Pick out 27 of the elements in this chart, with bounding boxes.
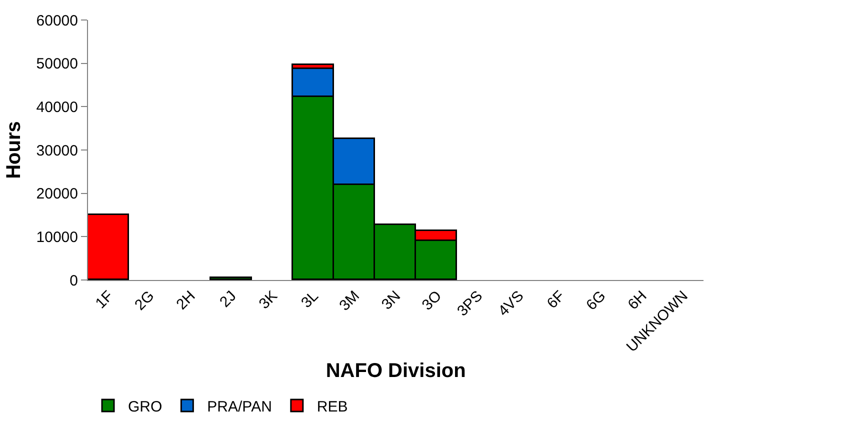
x-tick-label: 6G <box>583 288 610 314</box>
x-tick-label: 3PS <box>454 288 486 320</box>
y-tick-label: 60000 <box>36 12 78 30</box>
legend-label: PRA/PAN <box>207 398 272 416</box>
x-tick-label: 4VS <box>495 288 528 320</box>
x-tick-label: 3O <box>418 288 446 314</box>
bar <box>210 276 252 280</box>
x-tick-label: 2J <box>216 288 240 311</box>
y-tick-label: 40000 <box>36 98 78 116</box>
x-tick-label: 3M <box>336 288 363 314</box>
y-tick-label: 50000 <box>36 56 78 73</box>
y-axis-title: Hours <box>2 121 25 179</box>
y-tick-label: 0 <box>70 272 78 290</box>
x-tick-label: 2H <box>173 288 199 314</box>
y-tick-label: 30000 <box>36 142 78 160</box>
y-tick-label: 20000 <box>36 186 78 203</box>
x-tick-label: 6F <box>544 288 568 312</box>
x-tick-label: 3K <box>256 288 281 313</box>
legend-label: REB <box>316 398 348 416</box>
x-tick-label: 1F <box>92 288 117 312</box>
y-tick-label: 10000 <box>36 228 78 246</box>
legend-label: GRO <box>128 398 162 416</box>
x-tick-label: 3N <box>378 288 404 314</box>
x-tick-label: 3L <box>298 288 322 312</box>
x-tick-label: 2G <box>132 288 158 314</box>
x-axis-title: NAFO Division <box>326 360 466 382</box>
bar <box>88 214 129 280</box>
